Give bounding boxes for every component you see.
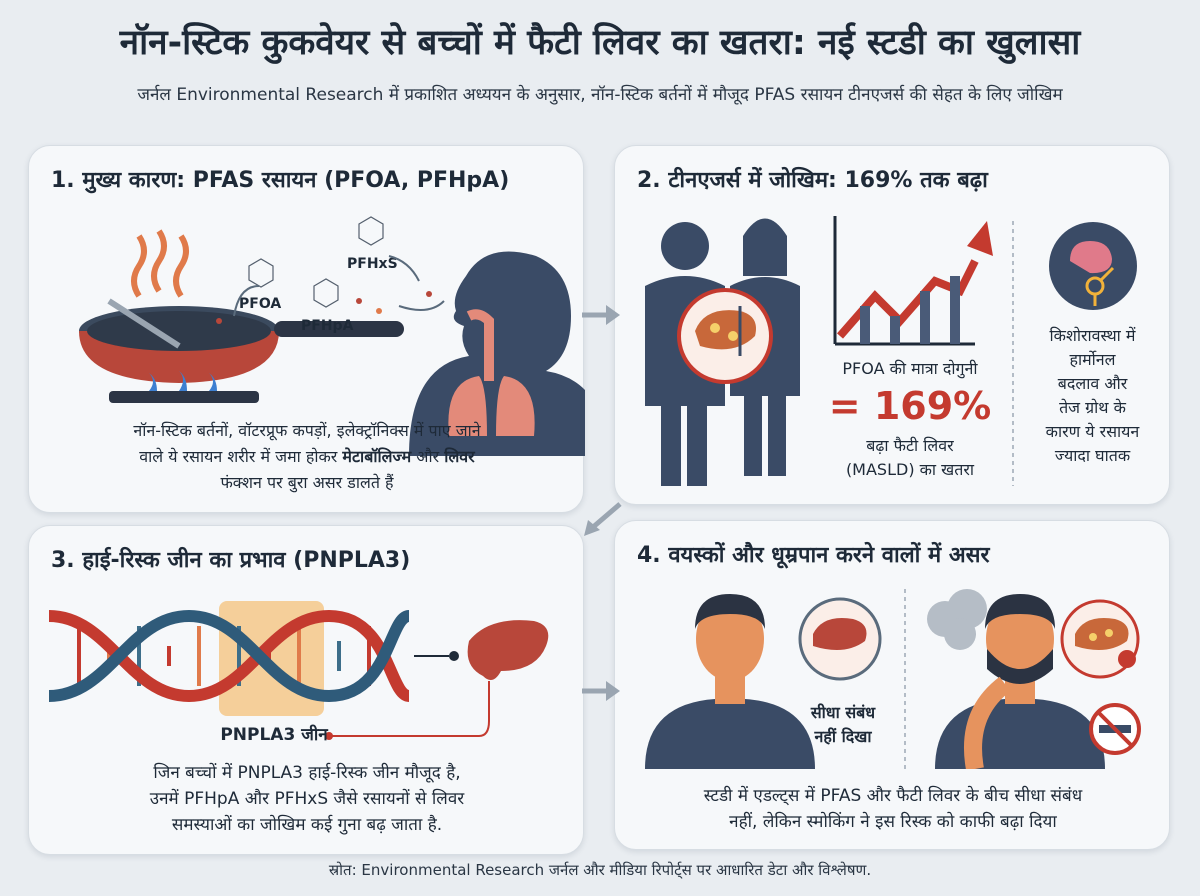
steam-icon [131, 234, 147, 298]
adult-illustration [645, 589, 1141, 769]
chem-label: PFOA [239, 296, 281, 312]
arrow-right-icon [582, 681, 620, 701]
panel-title: 3. हाई-रिस्क जीन का प्रभाव (PNPLA3) [51, 548, 411, 573]
page-subtitle: जर्नल Environmental Research में प्रकाशि… [137, 85, 1063, 105]
panel-gene-effect: 3. हाई-रिस्क जीन का प्रभाव (PNPLA3) PNPL… [28, 525, 584, 855]
stat-description: बढ़ा फैटी लिवर (MASLD) का खतरा [845, 436, 975, 479]
relation-label: सीधा संबंध नहीं दिखा [810, 703, 876, 746]
lungs-icon [448, 376, 535, 436]
panel-title: 4. वयस्कों और धूम्रपान करने वालों में अस… [637, 543, 990, 568]
chem-label: PFHpA [301, 318, 354, 334]
side-note: किशोरावस्था में हार्मोनल बदलाव और तेज ग्… [1045, 326, 1140, 465]
chem-label: PFHxS [347, 256, 398, 272]
liver-icon [813, 618, 867, 650]
fatty-liver-icon [1075, 618, 1129, 650]
liver-icon [467, 620, 549, 680]
panel-main-cause: 1. मुख्य कारण: PFAS रसायन (PFOA, PFHpA) … [28, 145, 585, 513]
dna-strand [48, 609, 411, 703]
arrow-right-icon [582, 305, 620, 325]
smoker-person-icon [935, 594, 1105, 769]
arrow-diagonal-icon [584, 502, 622, 536]
stove-icon [109, 391, 259, 403]
panel-description: जिन बच्चों में PNPLA3 हाई-रिस्क जीन मौजू… [149, 763, 465, 835]
stat-label: PFOA की मात्रा दोगुनी [842, 359, 978, 378]
arrow-icon [233, 285, 260, 317]
panel-description: नॉन-स्टिक बर्तनों, वॉटरप्रूफ कपड़ों, इले… [133, 421, 481, 492]
rising-chart-icon [833, 216, 993, 346]
stat-value: = 169% [828, 384, 992, 428]
adult-person-icon [645, 594, 815, 769]
page-title: नॉन-स्टिक कुकवेयर से बच्चों में फैटी लिव… [119, 23, 1081, 63]
panel-title: 2. टीनएजर्स में जोखिम: 169% तक बढ़ा [637, 168, 988, 193]
pan-and-body-illustration: PFOA PFHpA PFHxS [79, 216, 585, 456]
airway-icon [466, 309, 494, 381]
panel-title: 1. मुख्य कारण: PFAS रसायन (PFOA, PFHpA) [51, 168, 510, 193]
gene-label: PNPLA3 जीन [220, 725, 328, 745]
smoke-icon [927, 589, 987, 650]
cross-icon [1118, 650, 1136, 668]
molecule-icon [248, 216, 384, 308]
dna-illustration [48, 601, 549, 740]
panel-teen-risk: 2. टीनएजर्स में जोखिम: 169% तक बढ़ा [614, 145, 1170, 505]
teen-risk-illustration [645, 216, 1137, 486]
panel-adult-effect: 4. वयस्कों और धूम्रपान करने वालों में अस… [614, 520, 1170, 850]
panel-description: स्टडी में एडल्ट्स में PFAS और फैटी लिवर … [703, 786, 1083, 832]
source-footer: स्रोत: Environmental Research जर्नल और म… [328, 861, 872, 879]
